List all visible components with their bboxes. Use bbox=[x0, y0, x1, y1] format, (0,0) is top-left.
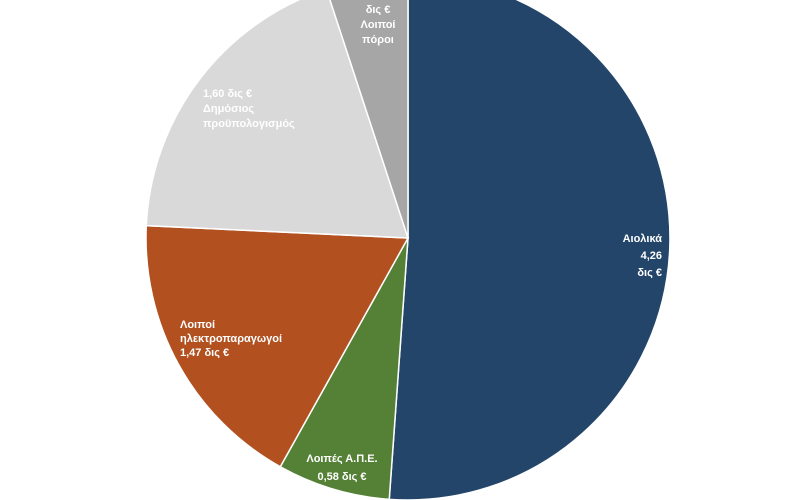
pie-slices bbox=[145, 0, 671, 500]
slice-label-5: δις € Λοιποί πόροι bbox=[360, 4, 395, 46]
slice-label-line: Λοιποί bbox=[180, 319, 215, 331]
slice-label-3: Λοιποί ηλεκτροπαραγωγοί 1,47 δις € bbox=[180, 319, 282, 359]
slice-label-line: Λοιπές Α.Π.Ε. bbox=[306, 453, 377, 465]
slice-label-line: 1,47 δις € bbox=[180, 347, 229, 359]
pie-slice-3 bbox=[145, 224, 410, 468]
slice-label-1: Αιολικά 4,26 δις € bbox=[623, 233, 663, 279]
pie-slice-4 bbox=[145, 0, 410, 239]
slice-label-line: Δημόσιος bbox=[203, 103, 254, 115]
pie-slice-2 bbox=[279, 237, 409, 500]
slice-label-line: προϋπολογισμός bbox=[203, 118, 295, 130]
slice-label-line: 1,60 δις € bbox=[203, 88, 252, 100]
slice-label-2: Λοιπές Α.Π.Ε. 0,58 δις € bbox=[306, 453, 377, 483]
slice-label-line: ηλεκτροπαραγωγοί bbox=[180, 333, 282, 345]
slice-label-line: 0,58 δις € bbox=[317, 471, 366, 483]
pie-slice-1 bbox=[388, 0, 671, 500]
pie-labels: Αιολικά 4,26 δις €Λοιπές Α.Π.Ε. 0,58 δις €Λ… bbox=[180, 4, 662, 483]
slice-label-line: 4,26 bbox=[641, 250, 662, 262]
slice-label-4: 1,60 δις € Δημόσιος προϋπολογισμός bbox=[203, 88, 295, 130]
slice-label-line: πόροι bbox=[362, 34, 394, 46]
slice-label-line: δις € bbox=[366, 4, 391, 16]
slice-label-line: Αιολικά bbox=[623, 233, 663, 245]
pie-slice-5 bbox=[329, 0, 409, 239]
slice-label-line: Λοιποί bbox=[360, 19, 395, 31]
slice-label-line: δις € bbox=[637, 267, 662, 279]
